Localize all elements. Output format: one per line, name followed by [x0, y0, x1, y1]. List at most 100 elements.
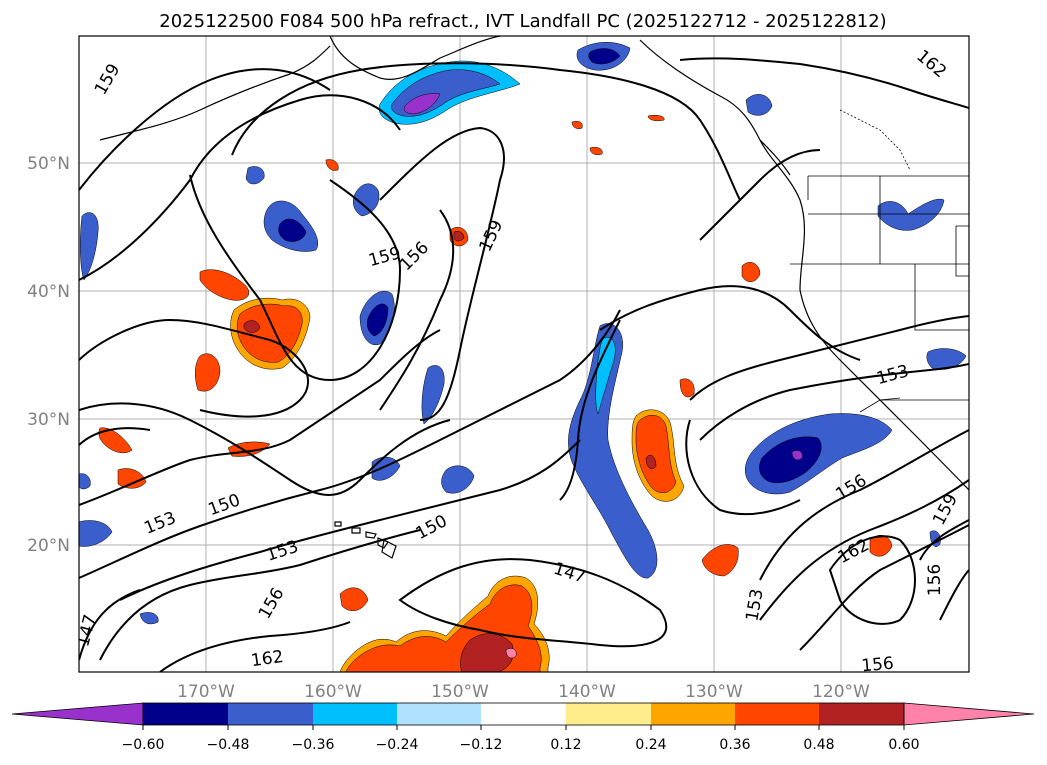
blob-pos-south-west — [339, 587, 369, 612]
island-hawaii — [381, 539, 397, 559]
blob-west-edge — [80, 212, 99, 281]
blob-pos-west-28n — [98, 427, 133, 454]
contour-156-south — [99, 529, 421, 661]
lon-label-170w: 170°W — [177, 682, 235, 702]
contour-153-west — [79, 329, 441, 506]
blob-pos-32n — [679, 378, 695, 398]
contour-ridge-north — [231, 62, 741, 201]
colorbar-tick-label: 0.36 — [719, 737, 750, 753]
coast-alaska-south — [329, 36, 501, 80]
longitude-labels: 170°W 160°W 150°W 140°W 130°W 120°W — [177, 682, 870, 702]
blob-pos-tiny-4 — [325, 159, 339, 171]
contour-middle — [79, 318, 310, 418]
blob-pos-west-34n — [195, 353, 221, 392]
colorbar-tick-label: 0.12 — [550, 737, 581, 753]
island-oahu — [351, 527, 361, 534]
contour-label: 156 — [861, 654, 895, 677]
lon-label-130w: 130°W — [685, 682, 743, 702]
blob-bc-coast — [745, 94, 773, 116]
lon-label-120w: 120°W — [812, 682, 870, 702]
contour-156-central — [379, 209, 455, 411]
blob-pnw-inland — [877, 198, 945, 231]
colorbar-tick-labels: −0.60 −0.48 −0.36 −0.24 −0.12 0.12 0.24 … — [122, 737, 920, 753]
blob-pos-central-44n-core — [453, 231, 465, 242]
colorbar-tick-label: 0.48 — [803, 737, 834, 753]
colorbar-segment — [143, 703, 228, 725]
colorbar: −0.60 −0.48 −0.36 −0.24 −0.12 0.12 0.24 … — [11, 702, 1035, 753]
blob-east-25n-purple — [791, 450, 803, 461]
lat-label-50n: 50°N — [27, 154, 70, 174]
contour-159-northwest — [79, 68, 331, 191]
blob-pos-south-pink — [505, 648, 517, 659]
lon-label-160w: 160°W — [304, 682, 362, 702]
colorbar-tick-label: 0.60 — [888, 737, 919, 753]
blob-west-24n — [79, 473, 91, 490]
contour-159-central — [379, 126, 505, 421]
colorbar-tick-label: 0.24 — [635, 737, 666, 753]
border-ut — [955, 225, 969, 277]
contour-162-closed — [828, 535, 916, 625]
map-background — [79, 36, 969, 672]
colorbar-segment — [228, 703, 313, 725]
colorbar-segment — [481, 703, 566, 725]
colorbar-tick-label: −0.24 — [376, 737, 419, 753]
contour-156-east-lower — [759, 429, 969, 581]
contour-coast-north — [699, 149, 821, 241]
blob-northwest-core — [278, 218, 307, 242]
blob-diagonal-band-inner — [595, 336, 616, 415]
colorbar-segment — [313, 703, 397, 725]
lat-label-20n: 20°N — [27, 536, 70, 556]
blob-pos-west-38n-core — [243, 320, 261, 333]
colorbar-segment — [566, 703, 651, 725]
blob-pos-tiny-2 — [589, 147, 603, 155]
lon-label-140w: 140°W — [558, 682, 616, 702]
border-bc-inland — [839, 109, 911, 171]
contour-label: 156 — [925, 564, 945, 596]
hawaiian-islands — [334, 521, 397, 559]
colorbar-segment — [651, 703, 735, 725]
contour-153-east — [689, 315, 969, 401]
blob-pos-east-band-core — [645, 455, 657, 469]
contour-east-trough — [559, 319, 621, 501]
contour-lines — [79, 57, 969, 672]
colorbar-tick-label: −0.60 — [122, 737, 165, 753]
figure-title: 2025122500 F084 500 hPa refract., IVT La… — [159, 11, 886, 32]
colorbar-tick-label: −0.12 — [460, 737, 503, 753]
blob-pos-tiny-1 — [571, 121, 583, 129]
coast-north-america-west — [639, 39, 969, 491]
blob-central-40n-core — [367, 303, 389, 337]
contour-159-east — [759, 479, 969, 621]
contour-far-east — [919, 519, 969, 561]
contour-trough-west — [189, 174, 402, 382]
coastlines — [99, 36, 969, 491]
blob-alaska-north-core — [588, 48, 621, 65]
blob-gulf-alaska-core — [403, 93, 441, 115]
colorbar-segment — [735, 703, 819, 725]
contour-150 — [79, 309, 621, 579]
contour-153-south — [119, 439, 581, 601]
lat-label-30n: 30°N — [27, 410, 70, 430]
colorbar-extend-low — [11, 702, 144, 726]
colorbar-segment — [819, 703, 904, 725]
blob-pos-east-band-inner — [635, 414, 677, 494]
blob-pos-tiny-3 — [647, 114, 665, 122]
blob-east-25n-core — [759, 436, 822, 483]
border-nv — [914, 264, 969, 331]
contour-162-ne — [679, 57, 969, 109]
coast-aleutians — [99, 45, 331, 141]
colorbar-extend-high — [903, 702, 1035, 726]
contour-147-west — [79, 589, 141, 661]
colorbar-tick-label: −0.48 — [207, 737, 250, 753]
contour-label: 162 — [250, 647, 285, 671]
blob-nw-small — [245, 166, 265, 185]
island-molokai — [365, 531, 377, 539]
contour-156-east — [699, 363, 969, 441]
lat-label-40n: 40°N — [27, 282, 70, 302]
contour-147-closed — [398, 558, 668, 648]
blob-sw-small — [139, 612, 159, 625]
latitude-labels: 50°N 40°N 30°N 20°N — [27, 154, 70, 556]
contour-west-small — [79, 427, 151, 446]
colorbar-segment — [397, 703, 481, 725]
blob-pos-west-42n — [199, 269, 250, 301]
map-frame — [78, 35, 970, 673]
